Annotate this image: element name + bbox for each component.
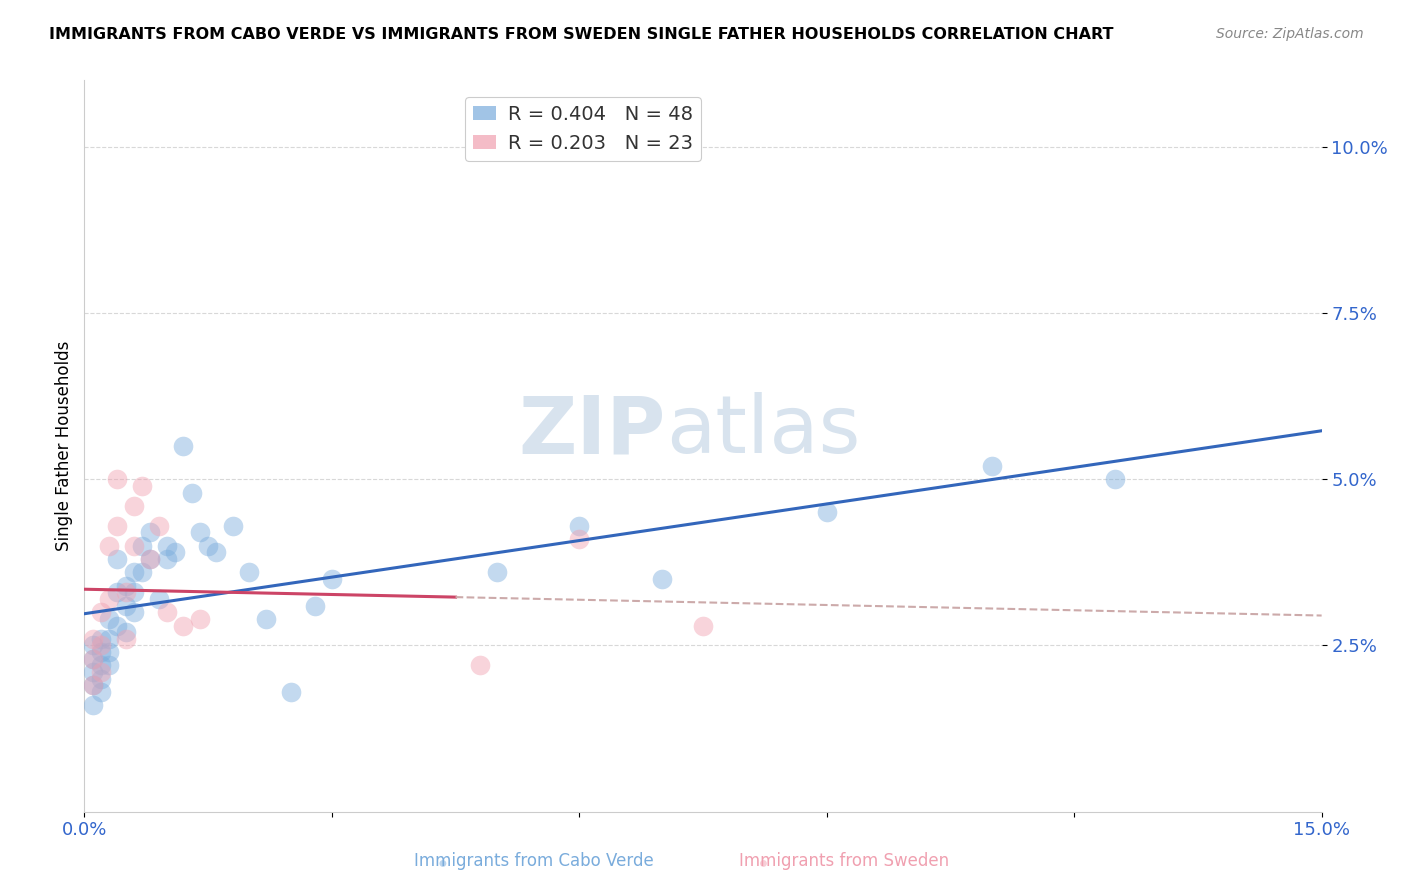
Point	[131, 539, 153, 553]
Point	[156, 539, 179, 553]
Text: IMMIGRANTS FROM CABO VERDE VS IMMIGRANTS FROM SWEDEN SINGLE FATHER HOUSEHOLDS CO: IMMIGRANTS FROM CABO VERDE VS IMMIGRANTS…	[49, 27, 1114, 42]
Point	[82, 652, 104, 666]
Point	[90, 672, 112, 686]
Text: ZIP: ZIP	[519, 392, 666, 470]
Point	[139, 525, 162, 540]
Point	[90, 632, 112, 646]
Point	[188, 612, 211, 626]
Text: atlas: atlas	[666, 392, 860, 470]
Point	[82, 678, 104, 692]
Point	[90, 645, 112, 659]
Point	[90, 639, 112, 653]
Point	[82, 652, 104, 666]
Point	[1104, 472, 1126, 486]
Point	[122, 499, 145, 513]
Point	[568, 518, 591, 533]
Text: Immigrants from Sweden: Immigrants from Sweden	[738, 852, 949, 870]
Point	[90, 658, 112, 673]
Point	[98, 539, 121, 553]
Point	[485, 566, 508, 580]
Point	[139, 552, 162, 566]
Point	[105, 618, 128, 632]
Point	[148, 591, 170, 606]
Point	[197, 539, 219, 553]
Point	[114, 625, 136, 640]
Point	[131, 479, 153, 493]
Point	[82, 632, 104, 646]
Point	[90, 605, 112, 619]
Legend: R = 0.404   N = 48, R = 0.203   N = 23: R = 0.404 N = 48, R = 0.203 N = 23	[465, 97, 700, 161]
Point	[122, 539, 145, 553]
Point	[238, 566, 260, 580]
Y-axis label: Single Father Households: Single Father Households	[55, 341, 73, 551]
Point	[148, 518, 170, 533]
Point	[90, 685, 112, 699]
Point	[568, 532, 591, 546]
Point	[82, 698, 104, 713]
Point	[815, 506, 838, 520]
Point	[98, 658, 121, 673]
Point	[105, 472, 128, 486]
Point	[90, 665, 112, 679]
Point	[304, 599, 326, 613]
Point	[114, 579, 136, 593]
Point	[470, 658, 492, 673]
Point	[156, 605, 179, 619]
Point	[122, 566, 145, 580]
Point	[254, 612, 277, 626]
Point	[180, 485, 202, 500]
Point	[82, 665, 104, 679]
Point	[98, 612, 121, 626]
Point	[105, 552, 128, 566]
Text: Source: ZipAtlas.com: Source: ZipAtlas.com	[1216, 27, 1364, 41]
Point	[105, 518, 128, 533]
Text: Immigrants from Cabo Verde: Immigrants from Cabo Verde	[415, 852, 654, 870]
Point	[321, 572, 343, 586]
Point	[651, 572, 673, 586]
Point	[172, 618, 194, 632]
Point	[114, 632, 136, 646]
Point	[82, 678, 104, 692]
Point	[172, 439, 194, 453]
Point	[188, 525, 211, 540]
Point	[980, 458, 1002, 473]
Point	[139, 552, 162, 566]
Point	[114, 585, 136, 599]
Point	[156, 552, 179, 566]
Point	[98, 591, 121, 606]
Point	[222, 518, 245, 533]
Point	[105, 585, 128, 599]
Point	[98, 645, 121, 659]
Point	[131, 566, 153, 580]
Point	[165, 545, 187, 559]
Point	[280, 685, 302, 699]
Point	[82, 639, 104, 653]
Point	[205, 545, 228, 559]
Point	[98, 632, 121, 646]
Point	[114, 599, 136, 613]
Point	[122, 605, 145, 619]
Point	[122, 585, 145, 599]
Point	[692, 618, 714, 632]
